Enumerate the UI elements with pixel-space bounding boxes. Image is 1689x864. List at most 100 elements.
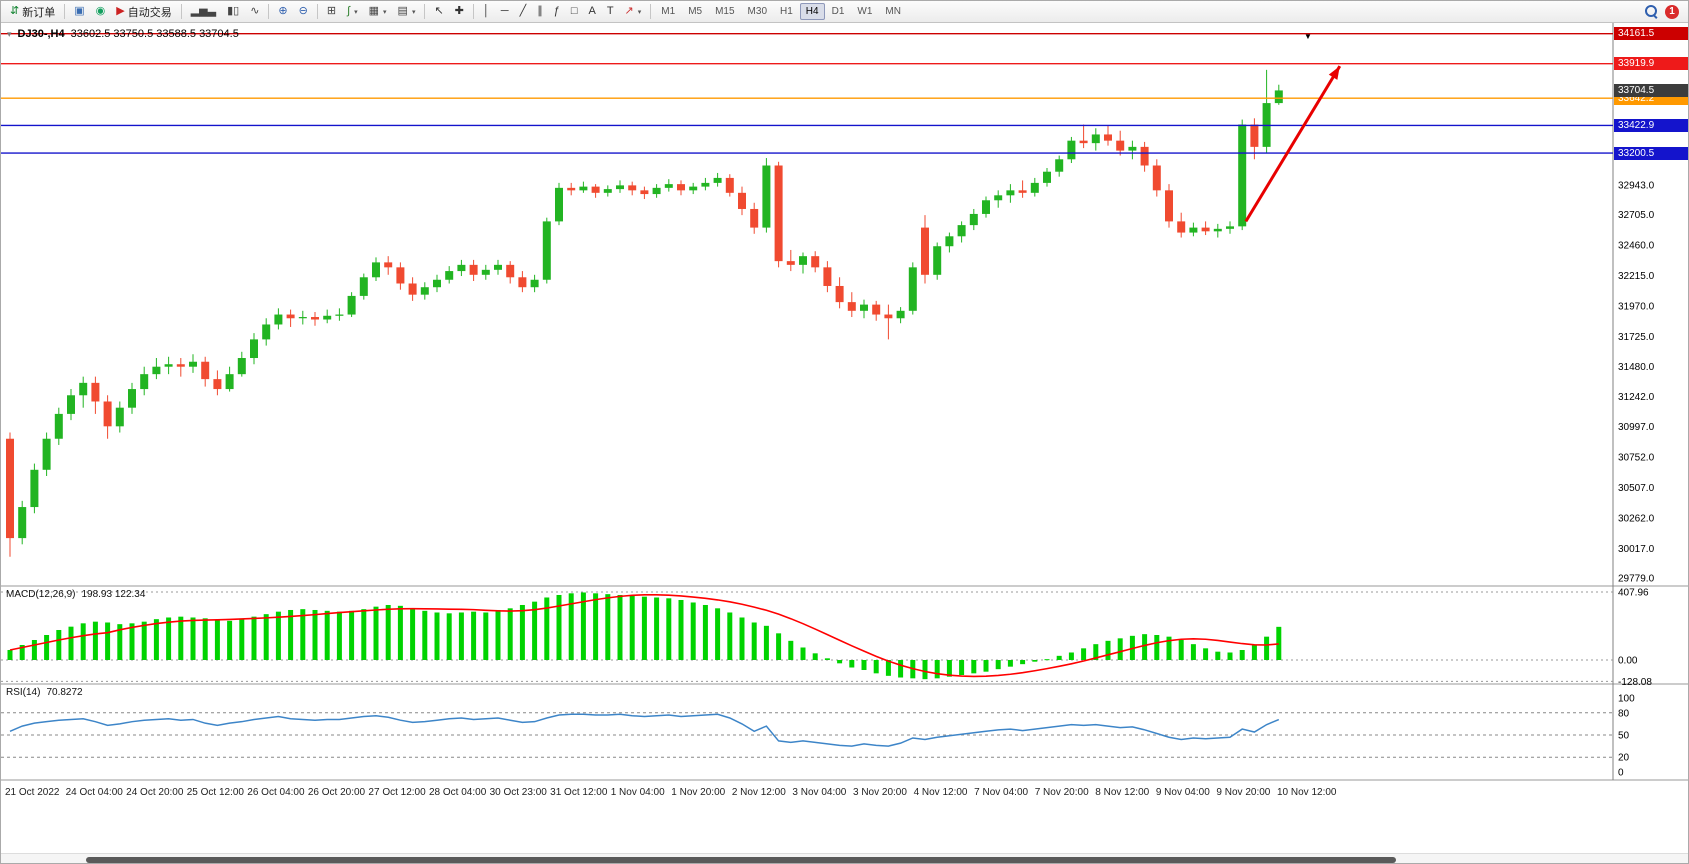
shapes-button[interactable]: □ xyxy=(566,3,583,21)
svg-text:0: 0 xyxy=(1618,768,1624,779)
zoom-out-icon: ⊖ xyxy=(298,5,308,17)
periods-icon: ▦ xyxy=(368,5,380,17)
svg-text:31480.0: 31480.0 xyxy=(1618,362,1655,373)
notification-badge[interactable]: 1 xyxy=(1665,4,1679,19)
svg-text:100: 100 xyxy=(1618,694,1635,705)
svg-text:1 Nov 20:00: 1 Nov 20:00 xyxy=(671,787,725,798)
new-order-button[interactable]: ⇵ 新订单 xyxy=(5,3,60,21)
arrows-button[interactable]: ↗ ▾ xyxy=(620,3,647,21)
current-price-badge[interactable]: 33704.5 xyxy=(1614,83,1688,97)
toolbar-separator xyxy=(180,4,182,19)
toolbar-separator xyxy=(268,4,270,19)
svg-text:9 Nov 20:00: 9 Nov 20:00 xyxy=(1216,787,1270,798)
svg-text:10 Nov 12:00: 10 Nov 12:00 xyxy=(1277,787,1337,798)
scrollbar-thumb[interactable] xyxy=(86,857,1396,863)
line-chart-button[interactable]: ∿ xyxy=(245,3,264,21)
horizontal-line-button[interactable]: ─ xyxy=(496,3,514,21)
timeframe-m30-button[interactable]: M30 xyxy=(747,6,767,17)
chart-canvas[interactable]: ▼ 32943.0 32705.0 32460.0 32215.0 31970.0 3172… xyxy=(1,23,1689,864)
timeframe-h1-button[interactable]: H1 xyxy=(780,6,793,17)
svg-text:8 Nov 12:00: 8 Nov 12:00 xyxy=(1095,787,1149,798)
dropdown-arrow-icon: ▾ xyxy=(411,8,416,16)
toolbar-separator xyxy=(316,4,318,19)
bar-chart-icon: ▂▅▃ xyxy=(190,5,217,17)
macd-values: 198.93 122.34 xyxy=(81,589,146,600)
svg-text:30017.0: 30017.0 xyxy=(1618,544,1655,555)
text-button[interactable]: A xyxy=(583,3,600,21)
arrows-icon: ↗ xyxy=(624,5,634,17)
svg-text:30 Oct 23:00: 30 Oct 23:00 xyxy=(490,787,548,798)
svg-text:7 Nov 04:00: 7 Nov 04:00 xyxy=(974,787,1028,798)
chart-collapse-icon[interactable]: ▾ xyxy=(7,28,12,39)
toolbar: ⇵ 新订单 ▣ ◉ ▶ 自动交易 ▂▅▃ ▮▯ ∿ ⊕ ⊖ ⊞ ∫ ▾ ▦ ▾ ▤ ▾ ↖ ✚ │ ─ ╱ ∥ ƒ □ A T ↗ ▾ M1… xyxy=(1,1,1688,23)
rsi-panel: 100 80 50 20 0 xyxy=(1,694,1635,779)
price-line-badge[interactable]: 33919.9 xyxy=(1614,57,1688,71)
bar-chart-button[interactable]: ▂▅▃ xyxy=(186,3,221,21)
timeframe-w1-button[interactable]: W1 xyxy=(857,6,873,17)
svg-text:20: 20 xyxy=(1618,753,1630,764)
macd-panel: 407.96 0.00 -128.08 xyxy=(1,587,1652,688)
channel-button[interactable]: ∥ xyxy=(532,3,548,21)
indicators-button[interactable]: ∫ ▾ xyxy=(342,3,363,21)
horizontal-price-lines[interactable] xyxy=(1,32,1613,154)
svg-text:30262.0: 30262.0 xyxy=(1618,513,1655,524)
timeframe-m15-button[interactable]: M15 xyxy=(715,6,735,17)
tile-windows-icon: ⊞ xyxy=(326,5,337,17)
down-triangle-marker: ▼ xyxy=(1304,32,1312,41)
svg-text:32215.0: 32215.0 xyxy=(1618,271,1655,282)
templates-icon: ▤ xyxy=(397,5,408,17)
svg-text:4 Nov 12:00: 4 Nov 12:00 xyxy=(914,787,968,798)
svg-text:407.96: 407.96 xyxy=(1618,587,1649,598)
zoom-out-button[interactable]: ⊖ xyxy=(294,3,313,21)
vertical-line-button[interactable]: │ xyxy=(478,3,495,21)
crosshair-icon: ✚ xyxy=(454,5,464,17)
crosshair-button[interactable]: ✚ xyxy=(450,3,469,21)
svg-text:30997.0: 30997.0 xyxy=(1618,422,1655,433)
macd-signal-line xyxy=(9,594,1279,678)
line-chart-icon: ∿ xyxy=(250,5,260,17)
svg-text:-128.08: -128.08 xyxy=(1618,677,1652,688)
timeframe-m5-button[interactable]: M5 xyxy=(688,6,703,17)
svg-text:7 Nov 20:00: 7 Nov 20:00 xyxy=(1035,787,1089,798)
chart-ohlc-values: 33602.5 33750.5 33588.5 33704.5 xyxy=(70,28,239,40)
quotes-button[interactable]: ◉ xyxy=(91,3,111,21)
horizontal-scrollbar[interactable] xyxy=(1,853,1688,863)
vertical-line-icon: │ xyxy=(482,5,490,17)
svg-text:31 Oct 12:00: 31 Oct 12:00 xyxy=(550,787,608,798)
templates-button[interactable]: ▤ ▾ xyxy=(393,3,421,21)
price-line-badge[interactable]: 33200.5 xyxy=(1614,146,1688,160)
cursor-button[interactable]: ↖ xyxy=(429,3,448,21)
autotrading-button[interactable]: ▶ 自动交易 xyxy=(111,3,176,21)
svg-text:26 Oct 20:00: 26 Oct 20:00 xyxy=(308,787,366,798)
svg-text:31242.0: 31242.0 xyxy=(1618,392,1655,403)
search-icon[interactable] xyxy=(1645,5,1658,18)
indicators-icon: ∫ xyxy=(347,5,351,17)
toolbar-separator xyxy=(650,4,652,19)
cursor-icon: ↖ xyxy=(434,5,444,17)
svg-text:31725.0: 31725.0 xyxy=(1618,332,1655,343)
trend-arrow[interactable] xyxy=(1244,65,1342,223)
fibonacci-icon: ƒ xyxy=(553,5,560,17)
periods-button[interactable]: ▦ ▾ xyxy=(364,3,392,21)
time-axis-labels[interactable]: 21 Oct 2022 24 Oct 04:00 24 Oct 20:00 25 Oc… xyxy=(5,787,1337,798)
svg-text:25 Oct 12:00: 25 Oct 12:00 xyxy=(187,787,245,798)
svg-text:32460.0: 32460.0 xyxy=(1618,240,1655,251)
label-button[interactable]: T xyxy=(602,3,619,21)
price-line-badge[interactable]: 33422.9 xyxy=(1614,118,1688,132)
timeframe-h4-button[interactable]: H4 xyxy=(799,3,825,20)
zoom-in-button[interactable]: ⊕ xyxy=(273,3,292,21)
tile-windows-button[interactable]: ⊞ xyxy=(322,3,341,21)
toolbar-separator xyxy=(64,4,66,19)
profile-icon: ◉ xyxy=(95,5,106,17)
price-line-badge[interactable]: 34161.5 xyxy=(1614,27,1688,41)
candles-layer xyxy=(6,69,1283,557)
timeframe-d1-button[interactable]: D1 xyxy=(831,6,845,17)
trendline-button[interactable]: ╱ xyxy=(515,3,532,21)
fibonacci-button[interactable]: ƒ xyxy=(549,3,565,21)
toolbar-separator xyxy=(472,4,474,19)
timeframe-m1-button[interactable]: M1 xyxy=(661,6,676,17)
charts-button[interactable]: ▣ xyxy=(69,3,89,21)
svg-text:32943.0: 32943.0 xyxy=(1618,181,1655,192)
candlestick-button[interactable]: ▮▯ xyxy=(222,3,244,21)
timeframe-mn-button[interactable]: MN xyxy=(885,6,901,17)
